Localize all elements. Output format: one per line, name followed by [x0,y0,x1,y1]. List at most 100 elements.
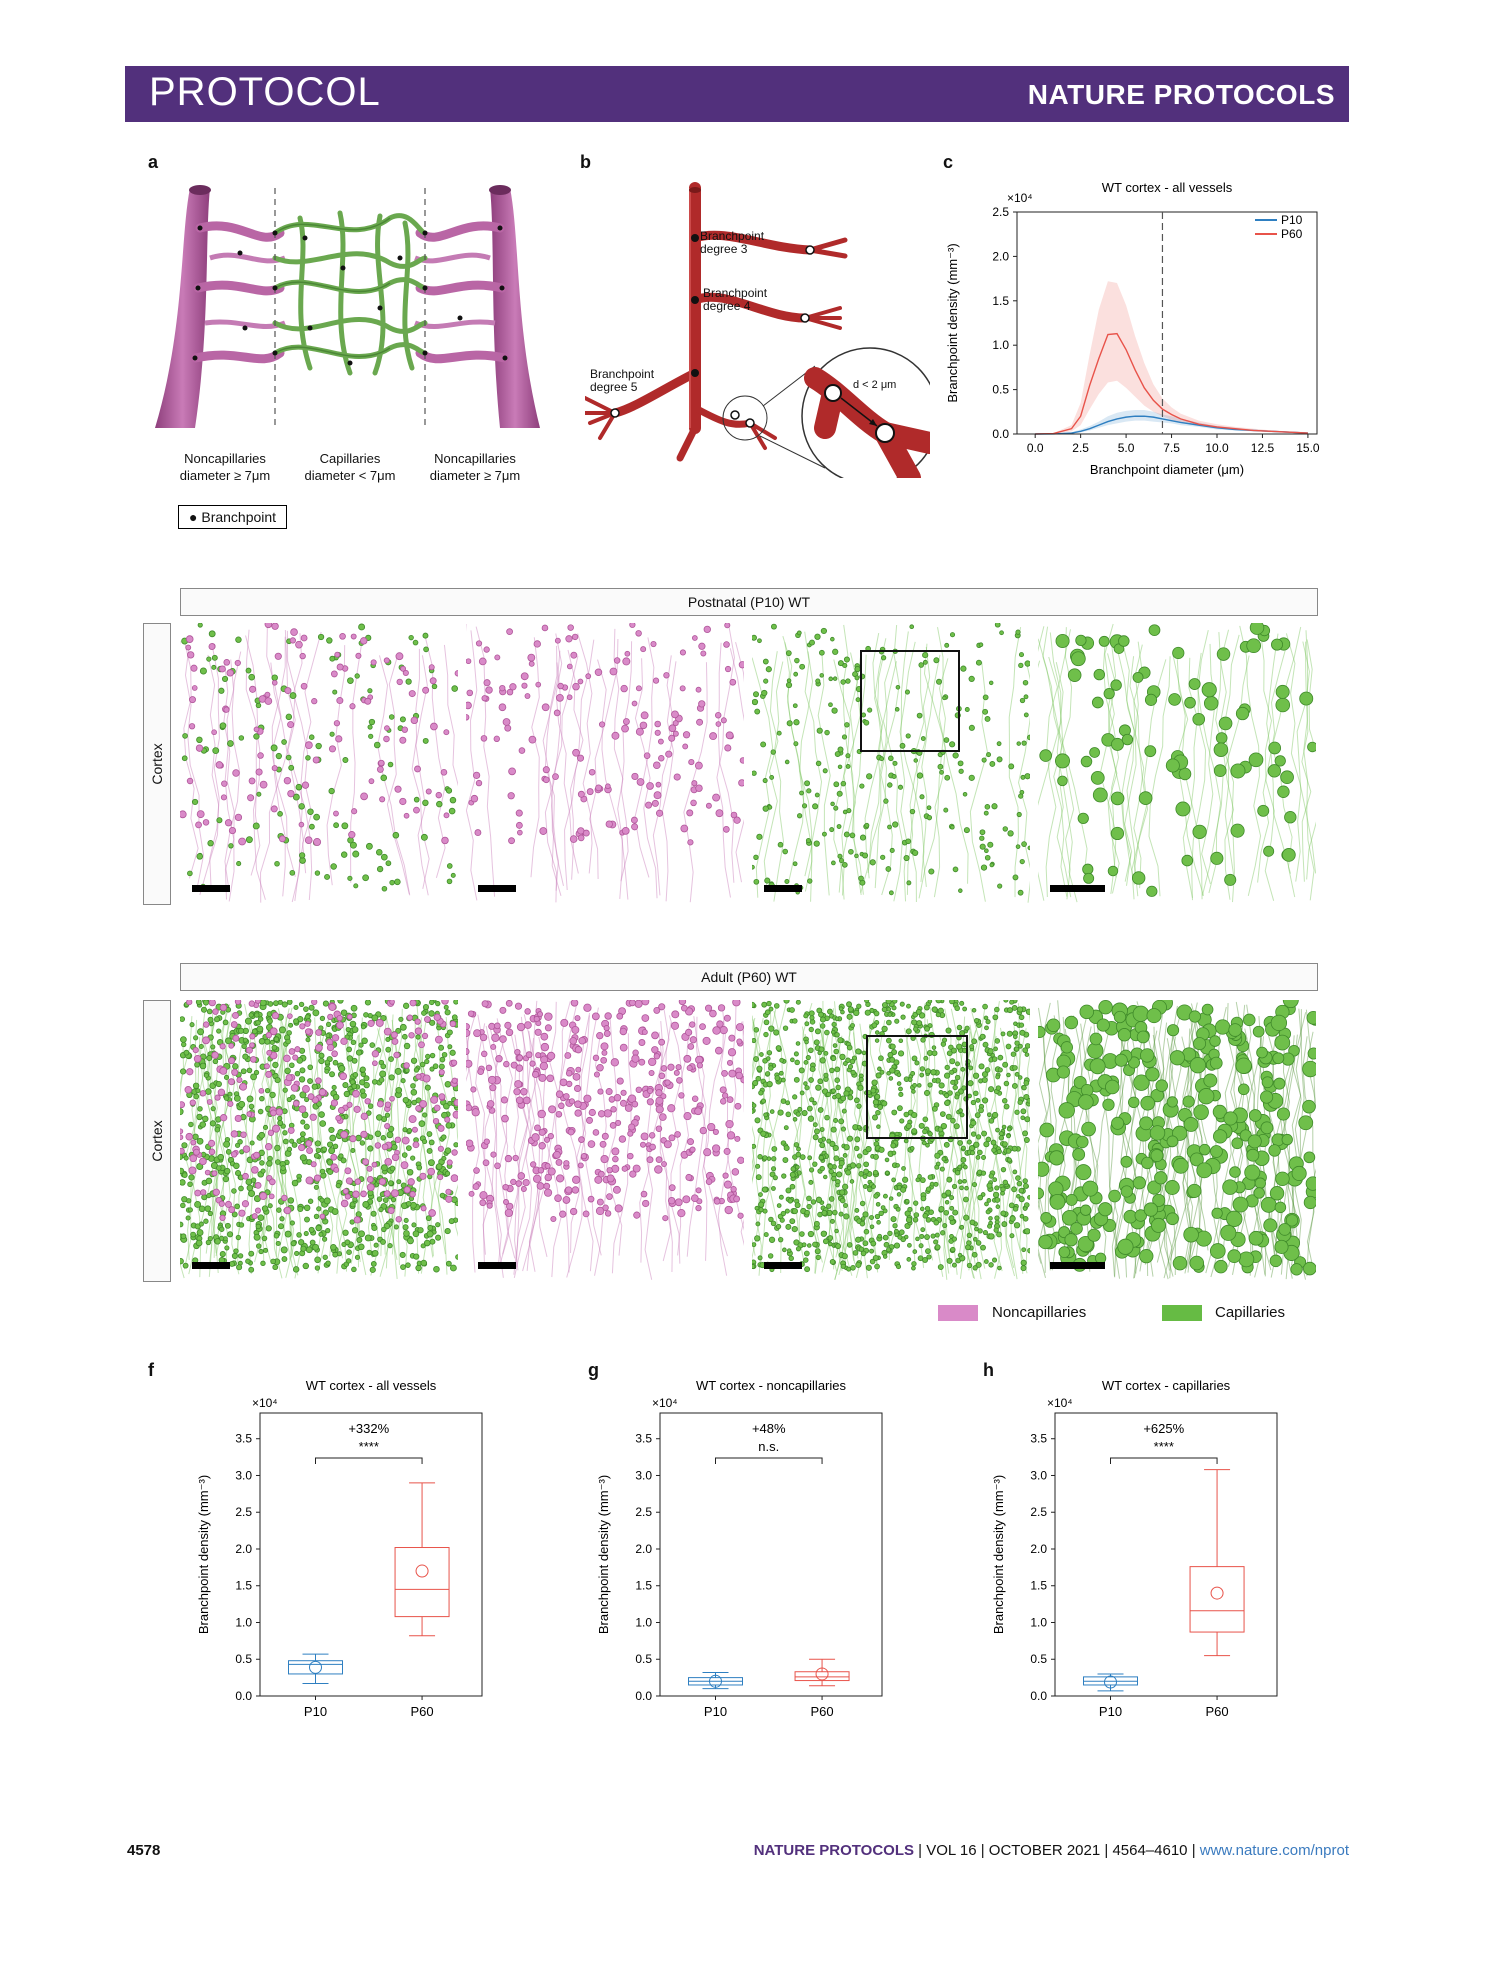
capillaries-swatch [1162,1305,1202,1321]
y-axis-label: Branchpoint density (mm⁻³) [196,1475,211,1634]
panel-letter-g: g [588,1360,599,1380]
p60-tile-noncapillaries [466,1000,744,1280]
vessel-render [466,623,744,903]
x-tick-label: 5.0 [1118,441,1135,455]
y-tick-label: 3.0 [235,1468,252,1482]
journal-url-link[interactable]: www.nature.com/nprot [1199,1842,1349,1859]
scale-bar [764,885,802,892]
y-tick-label: 1.0 [992,338,1009,352]
box-P60 [794,1671,850,1682]
percent-change-label: +625% [1143,1421,1184,1436]
panel-d-title: Postnatal (P10) WT [180,588,1318,616]
x-tick-label: 7.5 [1163,441,1180,455]
p10-tile-combined [180,623,458,903]
label-noncap-right: Noncapillaries diameter ≥ 7μm [429,451,521,483]
noncapillaries-swatch [938,1305,978,1321]
y-tick-label: 3.0 [635,1468,652,1482]
legend-noncapillaries: Noncapillaries [992,1304,1087,1321]
vessel-render [180,1000,458,1279]
section-label: PROTOCOL [149,70,381,114]
boxplot-all-vessels: WT cortex - all vessels ×10⁴ 0.0 0.5 1.0 1.5 2… [196,1378,483,1719]
y-tick-label: 0.0 [1030,1689,1047,1703]
y-tick-label: 1.5 [1030,1579,1047,1593]
panel-letter-c: c [943,152,954,172]
scale-bar [478,885,516,892]
mean-marker-P10 [709,1674,722,1688]
vessel-render [752,623,1030,903]
significance-bracket [315,1457,423,1464]
mean-marker-P10 [309,1660,322,1674]
panel-letter-b: b [580,152,591,172]
y-multiplier: ×10⁴ [1047,1396,1073,1410]
y-tick-label: 3.0 [1030,1468,1047,1482]
y-multiplier: ×10⁴ [252,1396,278,1410]
panel-letter-f: f [148,1360,154,1380]
y-tick-label: 1.0 [235,1615,252,1629]
footer-citation: NATURE PROTOCOLS | VOL 16 | OCTOBER 2021… [753,1842,1349,1859]
scale-bar [192,885,230,892]
x-tick-label: P60 [810,1704,833,1719]
scale-bar [478,1262,516,1269]
p60-tile-combined [180,1000,458,1280]
y-tick-label: 0.5 [992,383,1009,397]
chart-diameter-density: WT cortex - all vessels ×10⁴ 0.0 2.5 5.0 7.5 1… [945,180,1320,477]
significance-bracket [715,1457,823,1464]
distance-label: d < 2 μm [853,379,896,391]
x-tick-label: 0.0 [1027,441,1044,455]
zoom-region-box [860,650,960,752]
branchpoint-degree-illustration: d < 2 μm [585,182,930,478]
label-degree-5: Branchpoint degree 5 [590,367,655,394]
label-noncap-left: Noncapillaries diameter ≥ 7μm [179,451,271,483]
y-tick-label: 2.0 [1030,1542,1047,1556]
panel-e-side-label: Cortex [143,1000,171,1282]
significance-bracket [1110,1457,1218,1464]
x-tick-label: P10 [304,1704,327,1719]
box-P10 [288,1660,343,1675]
label-cap-middle: Capillaries diameter < 7μm [304,451,396,483]
y-tick-label: 0.0 [235,1689,252,1703]
y-axis-label: Branchpoint density (mm⁻³) [596,1475,611,1634]
series-line-P60 [1035,332,1308,435]
plot-frame [1016,211,1318,435]
panel-d-side-label: Cortex [143,623,171,905]
chart-title: WT cortex - noncapillaries [696,1378,847,1393]
p10-tile-noncapillaries [466,623,744,903]
y-tick-label: 1.5 [992,294,1009,308]
y-tick-label: 0.5 [635,1652,652,1666]
p60-tile-capillaries [752,1000,1030,1280]
scale-bar [192,1262,230,1269]
plot-frame [1054,1412,1278,1697]
branchpoint-legend: ● Branchpoint [178,505,288,529]
y-multiplier: ×10⁴ [1007,191,1033,205]
y-tick-label: 2.0 [235,1542,252,1556]
significance-label: n.s. [758,1439,779,1454]
panel-letter-h: h [983,1360,994,1380]
x-tick-label: P10 [1099,1704,1122,1719]
x-tick-label: 2.5 [1072,441,1089,455]
vessel-render [752,1000,1030,1280]
vessel-render [466,1000,744,1280]
mean-marker-P60 [1210,1586,1224,1600]
y-multiplier: ×10⁴ [652,1396,678,1410]
y-tick-label: 2.5 [235,1505,252,1519]
significance-label: **** [359,1439,379,1454]
scale-bar [1050,1262,1105,1269]
x-tick-label: P60 [410,1704,433,1719]
mean-marker-P60 [415,1564,429,1578]
mean-marker-P60 [815,1667,829,1681]
x-axis-label: Branchpoint diameter (μm) [1090,462,1244,477]
percent-change-label: +48% [752,1421,786,1436]
x-tick-label: 12.5 [1251,441,1275,455]
y-tick-label: 1.0 [1030,1615,1047,1629]
page-number: 4578 [127,1842,161,1859]
label-degree-3: Branchpoint degree 3 [700,229,765,256]
boxplot-noncapillaries: WT cortex - noncapillaries ×10⁴ 0.0 0.5 1.0 1… [596,1378,883,1719]
plot-frame [659,1412,883,1697]
p10-tile-capillaries [752,623,1030,903]
legend-capillaries: Capillaries [1215,1304,1286,1321]
x-tick-label: P10 [704,1704,727,1719]
vessel-render [1038,623,1316,903]
y-axis-label: Branchpoint density (mm⁻³) [991,1475,1006,1634]
x-tick-label: 10.0 [1205,441,1229,455]
branchpoint-dot-icon: ● [189,509,198,525]
